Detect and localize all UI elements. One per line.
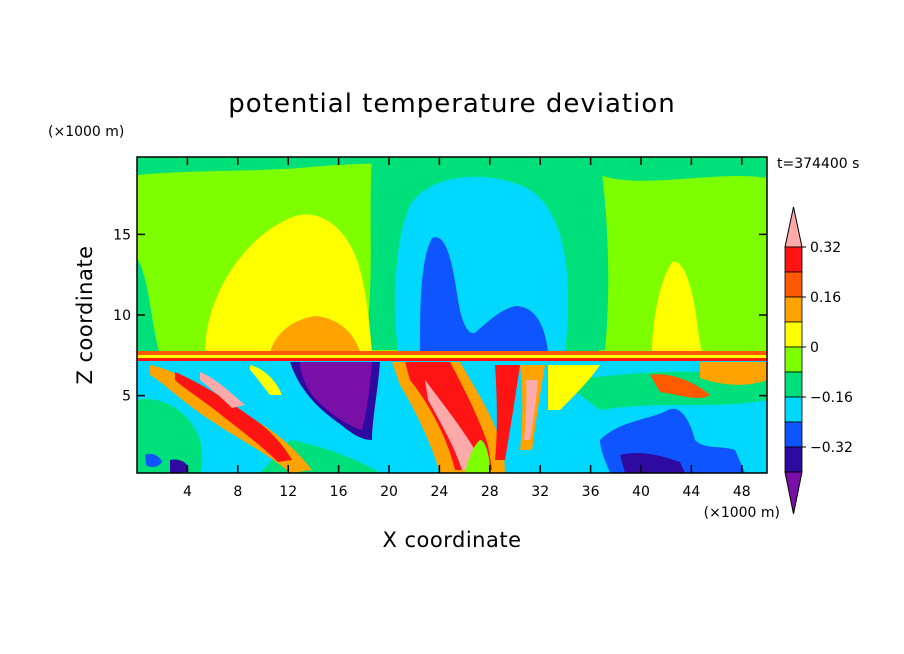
- colorbar-segment: [784, 296, 803, 323]
- x-tick-label: 24: [430, 484, 448, 500]
- colorbar-segment: [784, 346, 803, 373]
- contour-level-0.16-right: [652, 261, 702, 352]
- y-axis-title: Z coordinate: [73, 245, 97, 384]
- x-tick-label: 28: [481, 484, 499, 500]
- x-tick-label: 40: [632, 484, 650, 500]
- x-tick-label: 48: [733, 484, 751, 500]
- y-tick-label: 5: [122, 389, 131, 405]
- colorbar-label: 0.32: [810, 240, 841, 256]
- x-unit-label: (×1000 m): [704, 505, 780, 521]
- colorbar-segment: [784, 271, 803, 298]
- chart-title: potential temperature deviation: [228, 89, 675, 119]
- x-tick-label: 44: [682, 484, 700, 500]
- colorbar-extend-top: [784, 206, 803, 248]
- colorbar-label: −0.32: [810, 440, 853, 456]
- colorbar-segment: [784, 321, 803, 348]
- x-tick-label: 32: [531, 484, 549, 500]
- colorbar: 0.32 0.16 0 −0.16 −0.32: [784, 206, 853, 515]
- x-axis-title: X coordinate: [382, 528, 521, 552]
- colorbar-segment: [784, 421, 803, 448]
- contour-level-0.24-left: [270, 316, 360, 352]
- colorbar-label: −0.16: [810, 390, 853, 406]
- colorbar-segment: [784, 446, 803, 473]
- contour-level-neg0.16-plume: [420, 237, 548, 352]
- y-tick-label: 15: [113, 227, 131, 243]
- x-tick-label: 12: [279, 484, 297, 500]
- x-tick-label: 16: [330, 484, 348, 500]
- contour-level-0-top: [137, 157, 767, 181]
- y-axis: 5 10 15: [113, 227, 767, 405]
- colorbar-extend-bottom: [784, 471, 803, 515]
- colorbar-segment: [784, 246, 803, 273]
- x-tick-label: 8: [233, 484, 242, 500]
- x-axis: 4 8 12 16 20 24 28 32 36 40 44 48: [183, 157, 751, 500]
- cold-pool: [300, 362, 372, 430]
- time-label: t=374400 s: [777, 156, 859, 172]
- x-tick-label: 20: [380, 484, 398, 500]
- colorbar-label: 0: [810, 340, 819, 356]
- x-tick-label: 36: [582, 484, 600, 500]
- contour-field: [137, 157, 767, 473]
- contour-level-0.16-left: [205, 214, 372, 352]
- colorbar-segment: [784, 396, 803, 423]
- y-unit-label: (×1000 m): [48, 124, 124, 140]
- y-tick-label: 10: [113, 308, 131, 324]
- x-tick-label: 4: [183, 484, 192, 500]
- colorbar-label: 0.16: [810, 290, 841, 306]
- colorbar-segment: [784, 371, 803, 398]
